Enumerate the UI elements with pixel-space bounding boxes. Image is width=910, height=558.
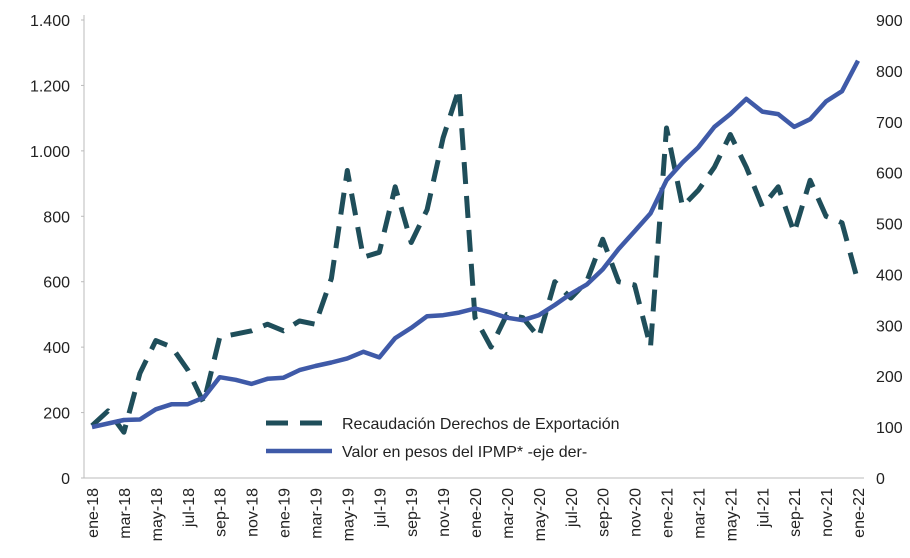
x-tick-label: nov-20 bbox=[628, 488, 645, 537]
y-tick-label: 0 bbox=[61, 471, 70, 488]
y-tick-label: 200 bbox=[43, 406, 70, 423]
x-tick-label: sep-19 bbox=[404, 488, 421, 537]
x-tick-label: nov-19 bbox=[436, 488, 453, 537]
x-tick-label: nov-21 bbox=[819, 488, 836, 537]
series-line bbox=[91, 59, 860, 430]
x-tick-label: jul-19 bbox=[372, 488, 389, 528]
y2-tick-label: 800 bbox=[876, 64, 903, 81]
y2-tick-label: 300 bbox=[876, 318, 903, 335]
y2-tick-label: 0 bbox=[876, 471, 885, 488]
x-tick-label: mar-18 bbox=[117, 488, 134, 539]
x-tick-label: jul-20 bbox=[564, 488, 581, 528]
y2-tick-label: 700 bbox=[876, 115, 903, 132]
x-tick-label: jul-21 bbox=[755, 488, 772, 528]
legend-label: Recaudación Derechos de Exportación bbox=[342, 416, 620, 433]
y-tick-label: 600 bbox=[43, 275, 70, 292]
y2-tick-label: 600 bbox=[876, 166, 903, 183]
y2-tick-label: 500 bbox=[876, 217, 903, 234]
x-tick-label: ene-22 bbox=[851, 488, 868, 538]
y-tick-label: 400 bbox=[43, 340, 70, 357]
y2-tick-label: 200 bbox=[876, 369, 903, 386]
x-tick-label: nov-18 bbox=[245, 488, 262, 537]
y-tick-label: 1.200 bbox=[30, 78, 70, 95]
series-line bbox=[90, 86, 861, 435]
x-tick-label: sep-18 bbox=[213, 488, 230, 537]
y2-tick-label: 100 bbox=[876, 420, 903, 437]
x-tick-label: may-21 bbox=[723, 488, 740, 541]
y-tick-label: 800 bbox=[43, 209, 70, 226]
y2-tick-label: 400 bbox=[876, 267, 903, 284]
x-tick-label: may-20 bbox=[532, 488, 549, 541]
y-tick-label: 1.000 bbox=[30, 144, 70, 161]
y2-tick-label: 900 bbox=[876, 13, 903, 30]
x-tick-label: ene-21 bbox=[660, 488, 677, 538]
x-tick-label: ene-19 bbox=[277, 488, 294, 538]
x-tick-label: mar-21 bbox=[691, 488, 708, 539]
x-tick-label: mar-19 bbox=[308, 488, 325, 539]
x-tick-label: sep-21 bbox=[787, 488, 804, 537]
y-tick-label: 1.400 bbox=[30, 13, 70, 30]
x-tick-label: ene-20 bbox=[468, 488, 485, 538]
x-tick-label: mar-20 bbox=[500, 488, 517, 539]
x-tick-label: may-18 bbox=[149, 488, 166, 541]
legend-label: Valor en pesos del IPMP* -eje der- bbox=[342, 444, 587, 461]
x-tick-label: jul-18 bbox=[181, 488, 198, 528]
x-tick-label: sep-20 bbox=[596, 488, 613, 537]
x-tick-label: may-19 bbox=[340, 488, 357, 541]
x-tick-label: ene-18 bbox=[85, 488, 102, 538]
